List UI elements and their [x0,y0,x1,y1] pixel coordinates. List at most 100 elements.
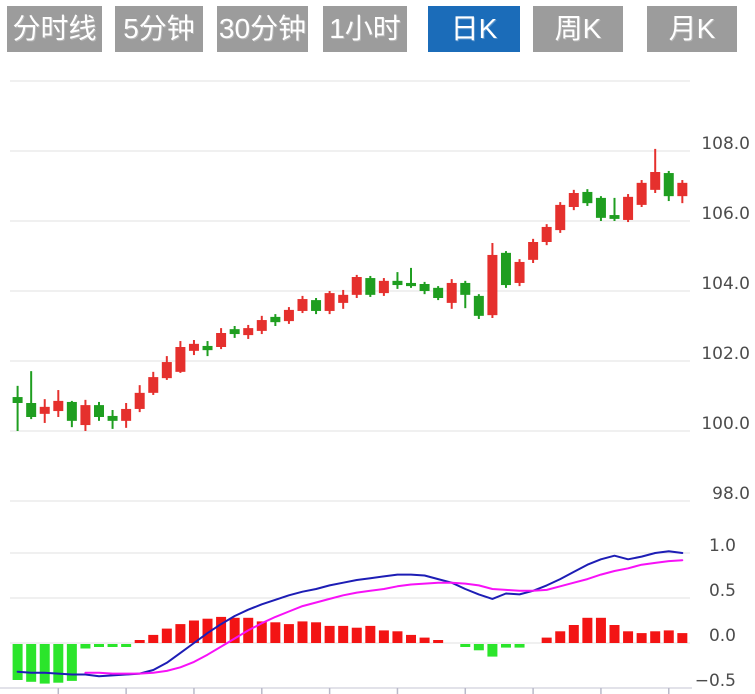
candle-body [148,377,159,393]
macd-bar-up [595,617,606,643]
candle-body [121,408,132,421]
dea-line [84,559,684,675]
candle-body [202,345,213,351]
macd-bar-up [297,621,308,643]
macd-bar-up [555,631,566,643]
tab-monthly-k[interactable]: 月K [647,6,737,52]
candle-body [12,397,23,403]
candle-body [378,280,389,294]
macd-bar-up [406,634,417,643]
candle-body [134,392,145,409]
macd-bar-down [487,644,498,657]
macd-bar-down [53,644,64,683]
price-axis-label: 100.0 [701,414,750,434]
macd-bar-down [80,644,91,649]
macd-bar-up [365,625,376,643]
candle-body [555,204,566,231]
candle-body [582,191,593,204]
candle-body [595,197,606,218]
candle-body [243,328,254,336]
candle-body [216,333,227,347]
candle-body [324,293,335,311]
candle-body [270,316,281,323]
tab-1hour[interactable]: 1小时 [323,6,407,52]
candle-body [650,172,661,190]
candle-body [175,347,186,372]
candle-body [107,415,118,421]
price-axis-label: 102.0 [701,344,750,364]
candle-body [487,254,498,316]
macd-bar-down [107,644,118,647]
macd-bar-up [636,633,647,643]
dif-line [16,550,684,678]
candle-body [66,401,77,421]
candle-body [338,294,349,303]
macd-bar-up [134,640,145,643]
macd-bar-up [677,633,688,643]
macd-bar-down [26,644,37,682]
candle-body [609,215,620,219]
macd-bar-down [514,644,525,648]
candle-body [283,309,294,322]
macd-bar-up [623,631,634,643]
macd-bar-up [378,630,389,643]
macd-bar-up [202,618,213,643]
candle-body [93,405,104,417]
candle-body [256,320,267,331]
macd-axis-label: 0.0 [709,626,736,646]
candle-body [53,400,64,412]
candle-body [514,261,525,283]
tab-daily-k[interactable]: 日K [428,6,520,52]
macd-bar-down [12,644,23,680]
macd-bar-up [541,637,552,643]
macd-axis-label: 0.5 [709,581,736,601]
tab-timeline[interactable]: 分时线 [7,6,102,52]
macd-bar-up [216,616,227,643]
macd-bar-down [460,644,471,647]
tab-30min[interactable]: 30分钟 [217,6,308,52]
macd-bar-up [188,620,199,643]
macd-bar-up [324,625,335,643]
candle-body [161,362,172,379]
candle-body [636,182,647,205]
macd-bar-up [283,624,294,643]
candle-body [663,173,674,197]
macd-bar-up [148,634,159,643]
macd-bar-up [650,631,661,643]
candle-body [677,182,688,197]
candle-body [351,277,362,295]
macd-bar-up [582,617,593,643]
macd-bar-up [419,637,430,643]
candle-body [460,282,471,295]
candle-body [446,282,457,303]
macd-bar-down [93,644,104,647]
macd-bar-down [39,644,50,684]
price-axis-label: 106.0 [701,204,750,224]
candle-body [419,284,430,291]
candle-body [392,280,403,286]
macd-bar-up [256,621,267,643]
candle-body [39,406,50,414]
macd-bar-up [229,617,240,643]
price-axis-label: 98.0 [712,484,750,504]
macd-bar-up [663,630,674,643]
candle-body [623,196,634,220]
macd-bar-up [433,640,444,643]
macd-bar-up [161,628,172,643]
tab-5min[interactable]: 5分钟 [115,6,203,52]
candle-body [26,403,37,417]
macd-axis-label: 1.0 [709,536,736,556]
candle-body [500,252,511,286]
candle-body [568,193,579,207]
interval-toolbar: 分时线 5分钟 30分钟 1小时 日K 周K 月K [0,0,755,58]
tab-weekly-k[interactable]: 周K [533,6,623,52]
candle-body [406,282,417,287]
candle-body [541,226,552,242]
price-axis-label: 108.0 [701,134,750,154]
macd-bar-down [121,644,132,647]
macd-bar-up [175,624,186,643]
candle-body [80,405,91,426]
candle-body [229,329,240,335]
macd-bar-up [311,622,322,643]
